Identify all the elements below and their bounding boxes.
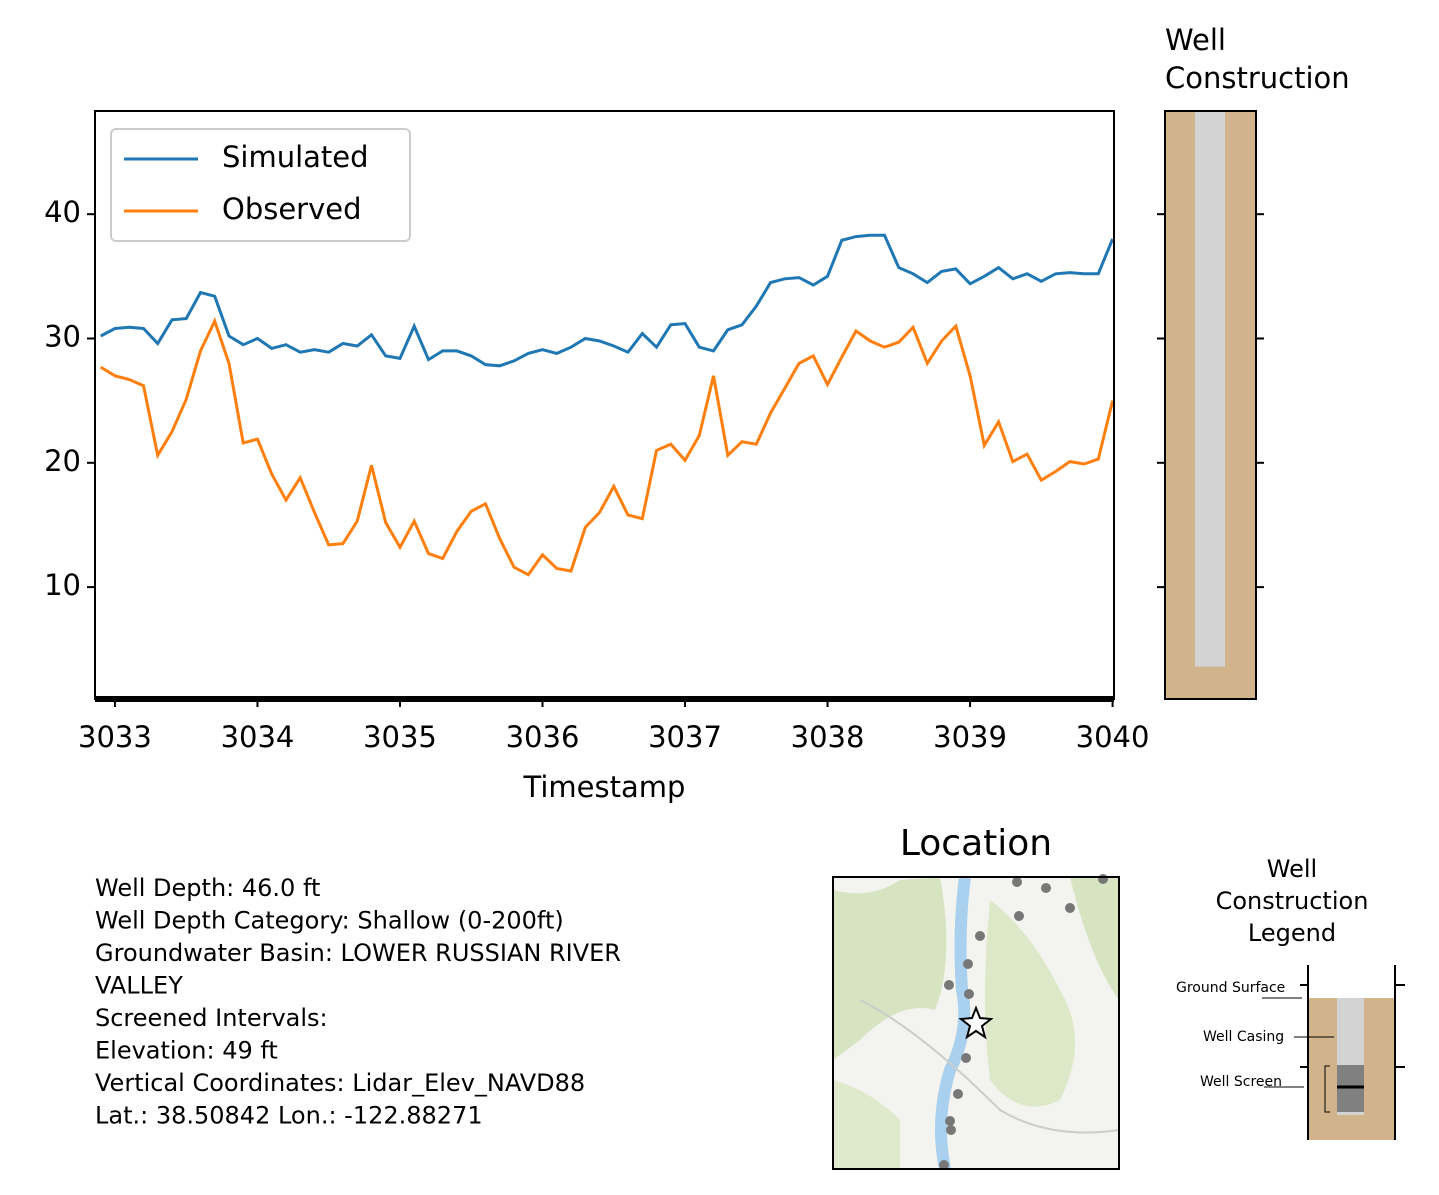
x-tick-label: 3040 xyxy=(1076,720,1150,754)
info-line: Lat.: 38.50842 Lon.: -122.88271 xyxy=(95,1102,483,1130)
legend-title: Legend xyxy=(1248,919,1336,947)
series-line xyxy=(99,317,1115,577)
x-tick-label: 3036 xyxy=(506,720,580,754)
x-tick-label: 3035 xyxy=(363,720,437,754)
x-tick-label: 3039 xyxy=(933,720,1007,754)
legend-title: Construction xyxy=(1216,887,1369,915)
panel-title: Well xyxy=(1165,23,1226,57)
info-line: Screened Intervals: xyxy=(95,1004,328,1032)
x-tick-label: 3038 xyxy=(791,720,865,754)
map-river xyxy=(935,876,971,1171)
map-terrain xyxy=(833,877,947,1060)
legend-box xyxy=(110,128,411,242)
well-marker xyxy=(958,1005,994,1040)
well-legend-diagram xyxy=(1262,965,1405,1140)
panel-title: Construction xyxy=(1165,61,1350,95)
map-terrain xyxy=(833,1080,900,1169)
map-title: Location xyxy=(900,823,1052,864)
y-tick-label: 30 xyxy=(44,319,81,353)
y-tick-label: 20 xyxy=(44,444,81,478)
info-line: Elevation: 49 ft xyxy=(95,1037,278,1065)
x-tick-label: 3034 xyxy=(221,720,295,754)
map-terrain xyxy=(985,900,1075,1107)
info-line: Well Depth: 46.0 ft xyxy=(95,874,320,902)
series-line xyxy=(100,233,1114,368)
legend-title: Well xyxy=(1267,855,1317,883)
legend-label: Simulated xyxy=(222,140,369,174)
info-line: Groundwater Basin: LOWER RUSSIAN RIVER xyxy=(95,939,621,967)
info-line: VALLEY xyxy=(95,972,183,1000)
map-frame xyxy=(832,876,1120,1170)
location-map xyxy=(832,874,1120,1171)
y-tick-label: 40 xyxy=(44,195,81,229)
x-tick-label: 3033 xyxy=(78,720,152,754)
well-frame xyxy=(1164,110,1257,700)
legend-label: Well Casing xyxy=(1203,1029,1284,1045)
info-line: Vertical Coordinates: Lidar_Elev_NAVD88 xyxy=(95,1069,585,1097)
x-axis-label: Timestamp xyxy=(523,770,686,804)
info-line: Well Depth Category: Shallow (0-200ft) xyxy=(95,907,564,935)
legend-label: Well Screen xyxy=(1200,1074,1282,1090)
legend-label: Observed xyxy=(222,192,362,226)
x-tick-label: 3037 xyxy=(648,720,722,754)
map-terrain xyxy=(1070,877,1119,1000)
well-casing xyxy=(1195,111,1225,667)
legend-label: Ground Surface xyxy=(1176,980,1285,996)
map-road xyxy=(859,999,1120,1134)
y-tick-label: 10 xyxy=(44,568,81,602)
